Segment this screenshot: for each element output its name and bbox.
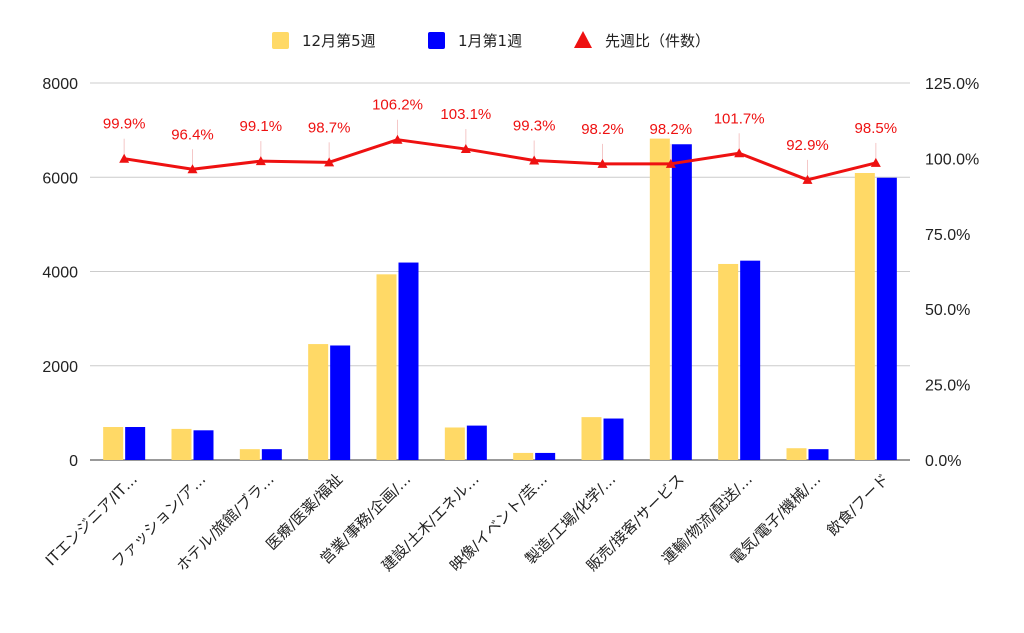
ratio-point xyxy=(665,158,676,168)
bar-dec-week5 xyxy=(239,449,260,460)
ratio-point xyxy=(119,153,130,163)
ratio-point xyxy=(392,134,403,144)
bar-jan-week1 xyxy=(466,425,487,460)
bar-dec-week5 xyxy=(854,173,875,461)
legend-label: 先週比（件数） xyxy=(605,32,710,50)
left-tick-label: 2000 xyxy=(42,359,78,376)
bar-dec-week5 xyxy=(718,263,739,460)
category-label: 飲食/フード xyxy=(823,470,892,539)
bar-jan-week1 xyxy=(398,262,419,460)
category-labels: ITエンジニア/IT…ファッション/ア…ホテル/旅館/ブラ…医療/医薬/福祉営業… xyxy=(42,470,893,575)
bar-jan-week1 xyxy=(535,452,556,460)
left-tick-label: 4000 xyxy=(42,265,78,282)
bar-dec-week5 xyxy=(786,448,807,460)
legend-swatch xyxy=(428,32,445,49)
ratio-data-label: 98.2% xyxy=(650,121,693,138)
bar-jan-week1 xyxy=(125,427,146,460)
ratio-line-path xyxy=(123,138,877,182)
bar-jan-week1 xyxy=(671,144,692,460)
bar-dec-week5 xyxy=(171,428,192,460)
legend-label: 12月第5週 xyxy=(302,32,376,50)
ratio-data-label: 96.4% xyxy=(171,126,214,143)
legend: 12月第5週 1月第1週 先週比（件数） xyxy=(272,31,710,50)
bar-jan-week1 xyxy=(603,418,624,460)
bar-dec-week5 xyxy=(444,427,465,460)
ratio-point xyxy=(324,157,335,167)
legend-label: 1月第1週 xyxy=(458,32,522,50)
ratio-data-label: 98.5% xyxy=(855,120,898,137)
bar-jan-week1 xyxy=(740,260,761,460)
ratio-data-label: 98.7% xyxy=(308,119,351,136)
left-tick-label: 0 xyxy=(69,453,78,470)
right-tick-label: 50.0% xyxy=(925,302,970,319)
left-axis: 0 2000 4000 6000 8000 xyxy=(42,76,78,470)
ratio-point xyxy=(255,156,266,166)
ratio-data-label: 101.7% xyxy=(714,110,765,127)
bar-dec-week5 xyxy=(581,417,602,460)
ratio-data-label: 99.1% xyxy=(240,118,283,135)
ratio-point xyxy=(187,164,198,174)
legend-swatch xyxy=(574,31,592,48)
right-tick-label: 25.0% xyxy=(925,378,970,395)
bar-jan-week1 xyxy=(808,449,829,460)
bar-jan-week1 xyxy=(261,449,282,460)
ratio-data-label: 106.2% xyxy=(372,97,423,114)
ratio-point xyxy=(802,174,813,184)
bar-jan-week1 xyxy=(876,177,897,460)
bar-jan-week1 xyxy=(330,345,351,460)
ratio-point xyxy=(460,144,471,154)
ratio-data-label: 99.3% xyxy=(513,118,556,135)
bar-dec-week5 xyxy=(649,138,670,461)
ratio-point xyxy=(870,157,881,167)
legend-swatch xyxy=(272,32,289,49)
right-tick-label: 100.0% xyxy=(925,151,979,168)
right-tick-label: 125.0% xyxy=(925,76,979,93)
bar-dec-week5 xyxy=(376,274,397,460)
bar-dec-week5 xyxy=(103,427,124,460)
ratio-data-label: 98.2% xyxy=(581,121,624,138)
ratio-point xyxy=(734,148,745,158)
gridlines xyxy=(90,82,910,461)
bars xyxy=(103,138,897,461)
ratio-data-label: 99.9% xyxy=(103,116,146,133)
bar-dec-week5 xyxy=(308,344,329,460)
ratio-data-label: 92.9% xyxy=(786,137,829,154)
ratio-line: 99.9% 96.4% 99.1% 98.7% 106.2% 103.1% 99.3% 98.… xyxy=(103,97,897,184)
bar-jan-week1 xyxy=(193,430,214,460)
left-tick-label: 8000 xyxy=(42,76,78,93)
ratio-data-label: 103.1% xyxy=(440,106,491,123)
bar-dec-week5 xyxy=(513,452,534,460)
ratio-point xyxy=(597,158,608,168)
right-tick-label: 75.0% xyxy=(925,227,970,244)
ratio-point xyxy=(529,155,540,165)
left-tick-label: 6000 xyxy=(42,170,78,187)
right-tick-label: 0.0% xyxy=(925,453,961,470)
right-axis: 0.0% 25.0% 50.0% 75.0% 100.0% 125.0% xyxy=(925,76,979,470)
